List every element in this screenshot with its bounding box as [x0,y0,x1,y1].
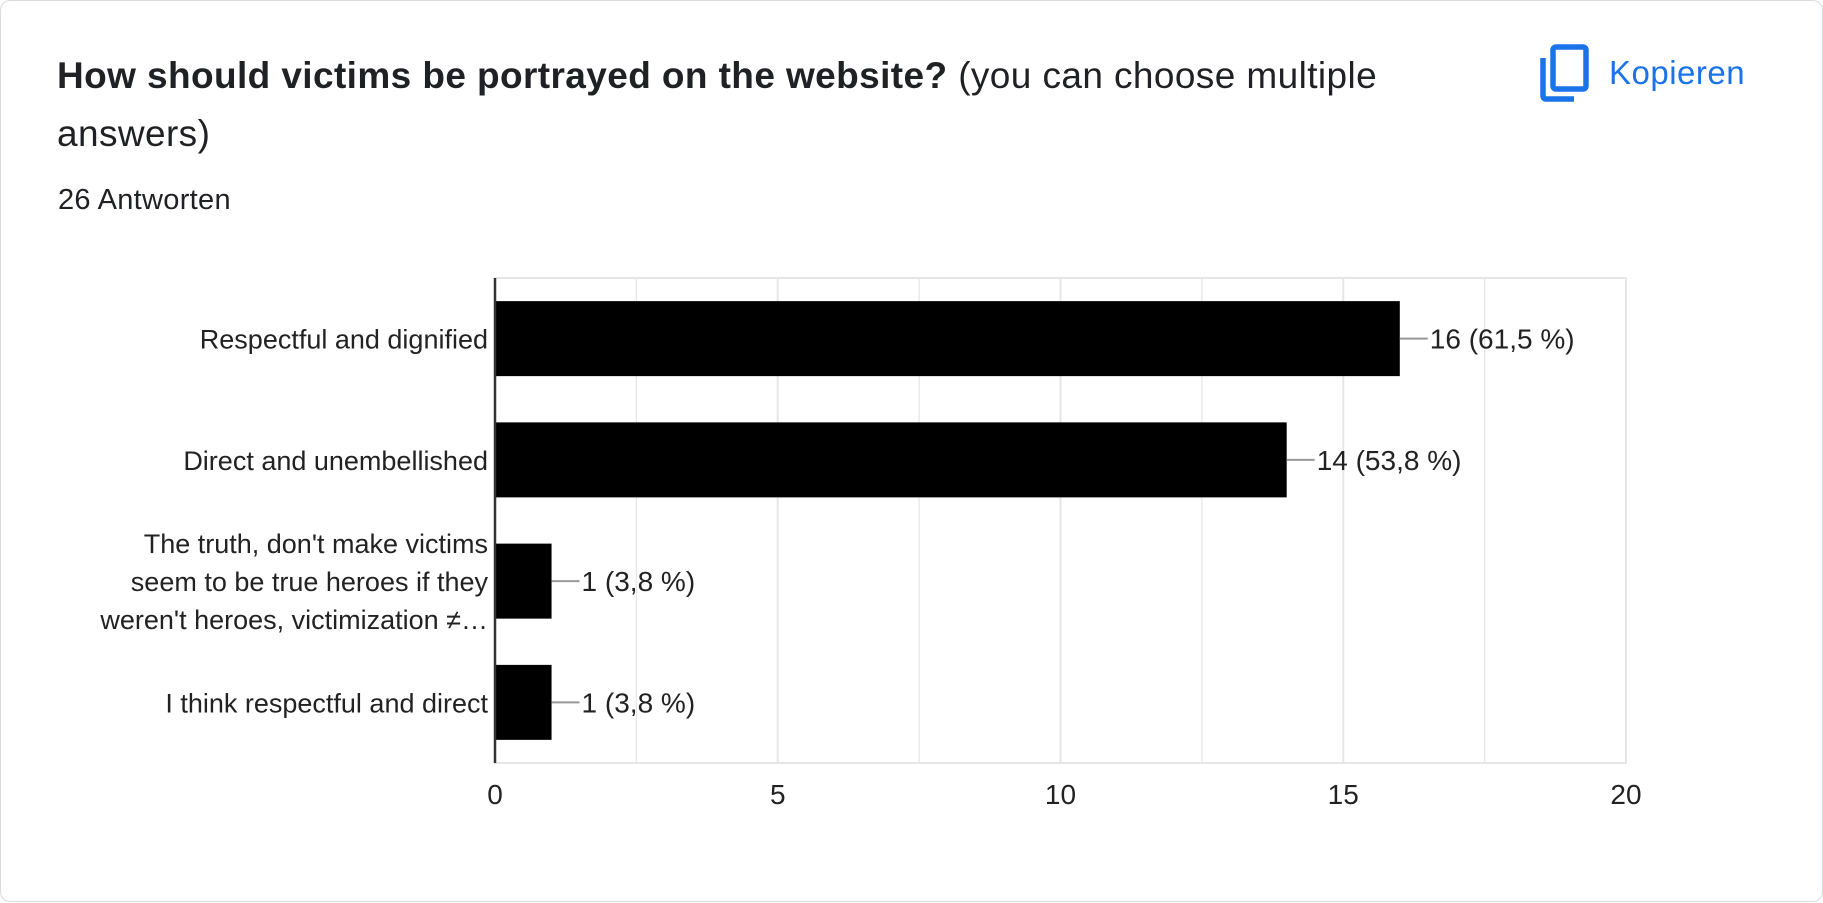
bar [495,301,1400,377]
bar [495,664,552,740]
bar [495,543,552,619]
response-count: 26 Antworten [58,184,231,216]
category-label: Respectful and dignified [200,325,488,355]
data-label: 16 (61,5 %) [1430,324,1575,355]
copy-button[interactable]: Kopieren [1539,41,1745,105]
x-tick-label: 10 [1045,779,1076,810]
data-label: 14 (53,8 %) [1317,445,1462,476]
category-label: The truth, don't make victims seem to be … [99,529,488,635]
data-label: 1 (3,8 %) [582,687,696,718]
copy-icon [1540,44,1589,102]
bar [495,422,1287,498]
category-label: I think respectful and direct [165,688,488,718]
category-label-line: Direct and unembellished [183,446,488,476]
category-label-line: Respectful and dignified [200,325,488,355]
category-label: Direct and unembellished [183,446,488,476]
category-label-line: weren't heroes, victimization ≠… [99,605,488,635]
x-tick-label: 20 [1610,779,1641,810]
question-title: How should victims be portrayed on the w… [57,47,1437,163]
question-hint: (you can choose multiple answers) [57,55,1378,154]
category-label-line: The truth, don't make victims [144,529,488,559]
data-label: 1 (3,8 %) [582,566,696,597]
category-label-line: seem to be true heroes if they [131,567,489,597]
question-text: How should victims be portrayed on the w… [57,55,948,96]
x-tick-label: 5 [770,779,786,810]
copy-button-label: Kopieren [1609,54,1746,91]
x-tick-label: 0 [487,779,503,810]
x-tick-label: 15 [1328,779,1359,810]
category-label-line: I think respectful and direct [165,688,488,718]
